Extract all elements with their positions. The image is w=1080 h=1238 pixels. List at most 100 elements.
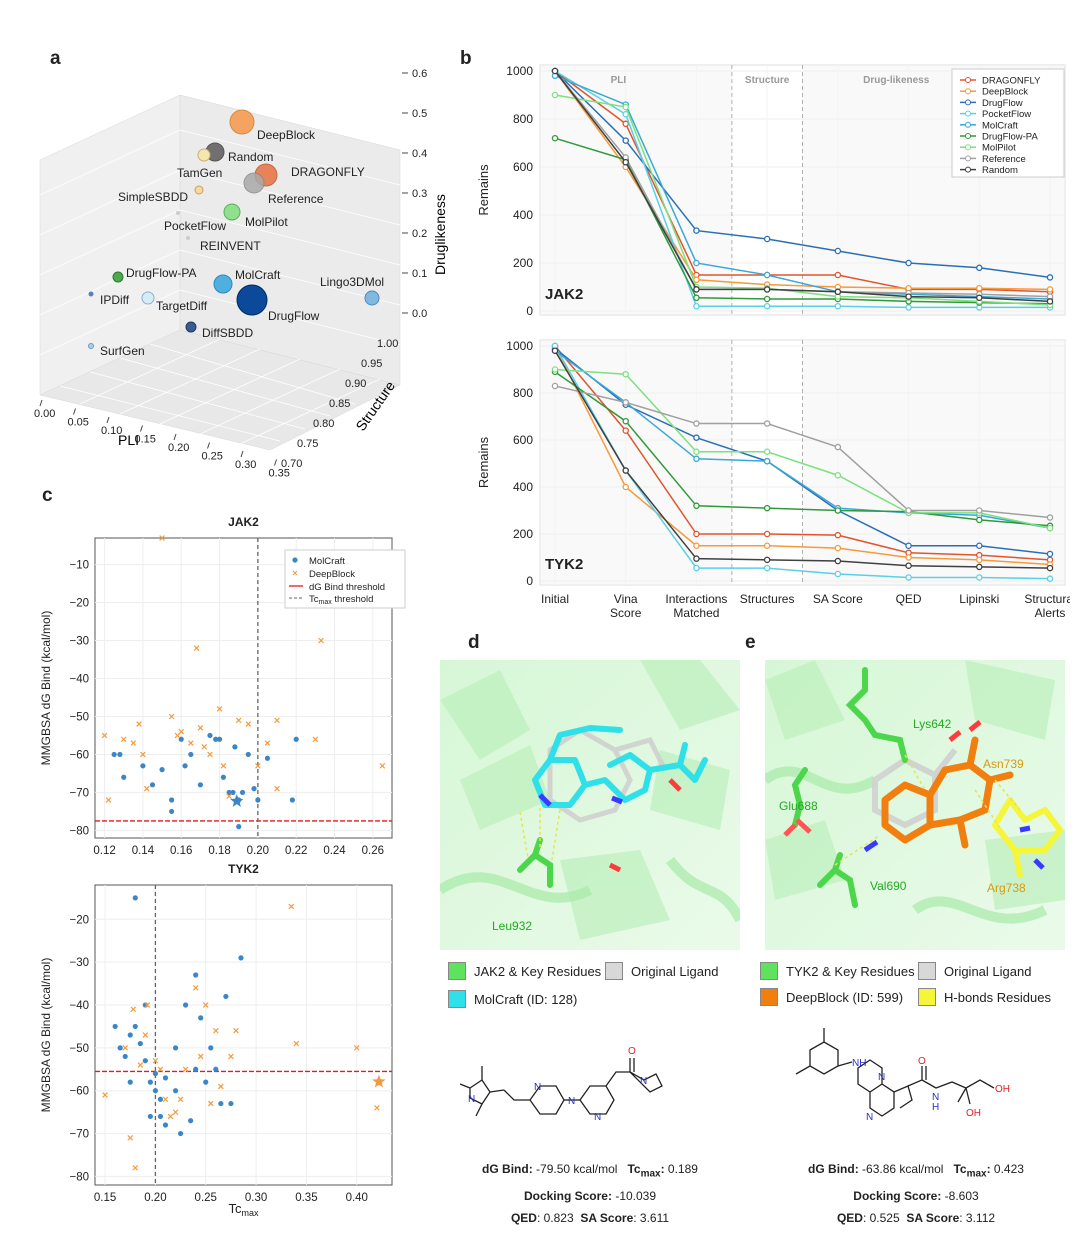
tc-label: Tc bbox=[627, 1162, 641, 1176]
x-tick-label: 0.14 bbox=[132, 845, 155, 857]
panel-e-tyk2-binding-pose: Lys642 Asn739 Glu688 Val690 Arg738 bbox=[765, 660, 1065, 950]
series-point bbox=[763, 504, 771, 512]
marker-stroke bbox=[293, 1040, 300, 1047]
data-point-deepblock bbox=[177, 1096, 184, 1103]
marker-stroke bbox=[167, 1113, 174, 1120]
data-point-deepblock bbox=[193, 645, 200, 651]
legend-label: H-bonds Residues bbox=[944, 989, 1051, 1005]
data-point-deepblock bbox=[245, 721, 252, 727]
marker-stroke bbox=[102, 1092, 108, 1098]
residue-label-arg738: Arg738 bbox=[987, 881, 1026, 895]
panel-label-c: c bbox=[42, 485, 53, 506]
data-point-deepblock bbox=[226, 793, 232, 800]
y-tick-label: 600 bbox=[513, 160, 533, 174]
marker-stroke bbox=[130, 740, 137, 746]
data-point-molcraft bbox=[188, 1118, 194, 1124]
legend-label: MolCraft bbox=[309, 556, 345, 567]
marker-stroke bbox=[137, 1062, 144, 1068]
series-point bbox=[1046, 550, 1054, 558]
data-point-deepblock bbox=[120, 736, 127, 743]
data-point-deepblock bbox=[235, 717, 242, 724]
section-shade-druglikeness bbox=[802, 340, 1065, 585]
x-tick-label: 0.16 bbox=[170, 845, 192, 857]
section-label-structure: Structure bbox=[745, 75, 790, 86]
series-line-drugflow bbox=[554, 70, 1051, 279]
residue-label-leu932: Leu932 bbox=[492, 919, 532, 933]
series-point bbox=[976, 556, 983, 564]
legend-swatch-cyan bbox=[448, 990, 466, 1008]
atom-n: N bbox=[878, 1072, 885, 1083]
axis-tick-label: 0.80 bbox=[313, 418, 334, 430]
series-point bbox=[763, 542, 771, 549]
marker-stroke bbox=[318, 637, 324, 644]
data-point-molcraft bbox=[188, 751, 194, 758]
legend-marker bbox=[965, 77, 971, 83]
data-point-molcraft bbox=[169, 797, 175, 803]
y-tick-label: −60 bbox=[69, 1086, 89, 1098]
panel-label-d: d bbox=[468, 632, 480, 653]
data-point-deepblock bbox=[233, 1027, 239, 1034]
marker-stroke bbox=[142, 1032, 149, 1038]
legend-label: DeepBlock bbox=[309, 569, 355, 580]
data-point-deepblock bbox=[255, 763, 261, 769]
series-point bbox=[551, 67, 559, 75]
y-tick-label: 0 bbox=[526, 304, 533, 318]
legend-label: Original Ligand bbox=[631, 963, 719, 979]
molecule-structure-d: N N N N N O bbox=[460, 1046, 663, 1123]
atom-n: N bbox=[594, 1112, 601, 1123]
qed-label: QED bbox=[510, 1211, 537, 1226]
chart-title: TYK2 bbox=[228, 862, 259, 876]
series-point bbox=[976, 294, 983, 302]
bubble-label-lingo3dmol: Lingo3DMol bbox=[320, 275, 384, 289]
marker-stroke bbox=[122, 1045, 129, 1051]
series-point bbox=[693, 434, 700, 441]
series-point bbox=[693, 455, 700, 463]
data-point-molcraft bbox=[220, 774, 226, 780]
series-point bbox=[976, 516, 983, 524]
data-point-molcraft bbox=[147, 1113, 153, 1120]
data-point-molcraft bbox=[216, 736, 223, 742]
series-legend: DRAGONFLYDeepBlockDrugFlowPocketFlowMolC… bbox=[951, 68, 1065, 178]
data-point-molcraft bbox=[127, 1079, 133, 1085]
x-tick-label: Score bbox=[610, 606, 642, 620]
data-point-molcraft bbox=[142, 1058, 148, 1064]
x-tick-label: 0.18 bbox=[208, 845, 230, 857]
axis-tick-label: 0.00 bbox=[34, 408, 55, 420]
marker-stroke bbox=[162, 1096, 169, 1103]
x-tick-label: 0.20 bbox=[247, 845, 269, 857]
data-point-deepblock bbox=[197, 725, 204, 731]
marker-stroke bbox=[192, 985, 199, 991]
series-line-molpilot bbox=[554, 94, 1051, 306]
data-point-deepblock bbox=[102, 1092, 108, 1098]
marker-stroke bbox=[201, 744, 208, 750]
data-point-molcraft bbox=[251, 786, 257, 792]
data-point-deepblock bbox=[202, 1002, 209, 1008]
marker-stroke bbox=[274, 717, 280, 724]
data-point-deepblock bbox=[130, 740, 137, 746]
data-point-deepblock bbox=[288, 903, 295, 910]
data-point-deepblock bbox=[167, 1113, 174, 1120]
data-point-molcraft bbox=[169, 808, 175, 815]
y-tick-label: −80 bbox=[69, 1171, 89, 1183]
data-point-deepblock bbox=[105, 797, 112, 803]
data-point-molcraft bbox=[238, 955, 244, 961]
y-tick-label: 800 bbox=[513, 112, 533, 126]
y-axis-label: Remains bbox=[476, 164, 491, 216]
bubble-label-diffsbdd: DiffSBDD bbox=[202, 326, 253, 340]
data-point-molcraft bbox=[193, 972, 199, 978]
residue-label-val690: Val690 bbox=[870, 879, 907, 893]
series-point bbox=[763, 556, 771, 564]
y-tick-label: −80 bbox=[69, 825, 89, 837]
axis-tick-label: 0.3 bbox=[412, 188, 427, 200]
dg-value: -79.50 kcal/mol bbox=[536, 1162, 618, 1176]
panel-label-e: e bbox=[745, 632, 756, 653]
data-point-deepblock bbox=[220, 763, 227, 769]
legend-label: JAK2 & Key Residues bbox=[474, 963, 602, 979]
series-point bbox=[1046, 524, 1054, 532]
data-point-deepblock bbox=[187, 740, 194, 746]
series-point bbox=[905, 304, 912, 311]
molecule-structure-e: NH N N O N H OH OH bbox=[795, 1028, 1010, 1123]
data-point-molcraft bbox=[239, 789, 246, 796]
legend-label: MolCraft bbox=[982, 120, 1018, 131]
data-point-molcraft bbox=[255, 797, 261, 803]
